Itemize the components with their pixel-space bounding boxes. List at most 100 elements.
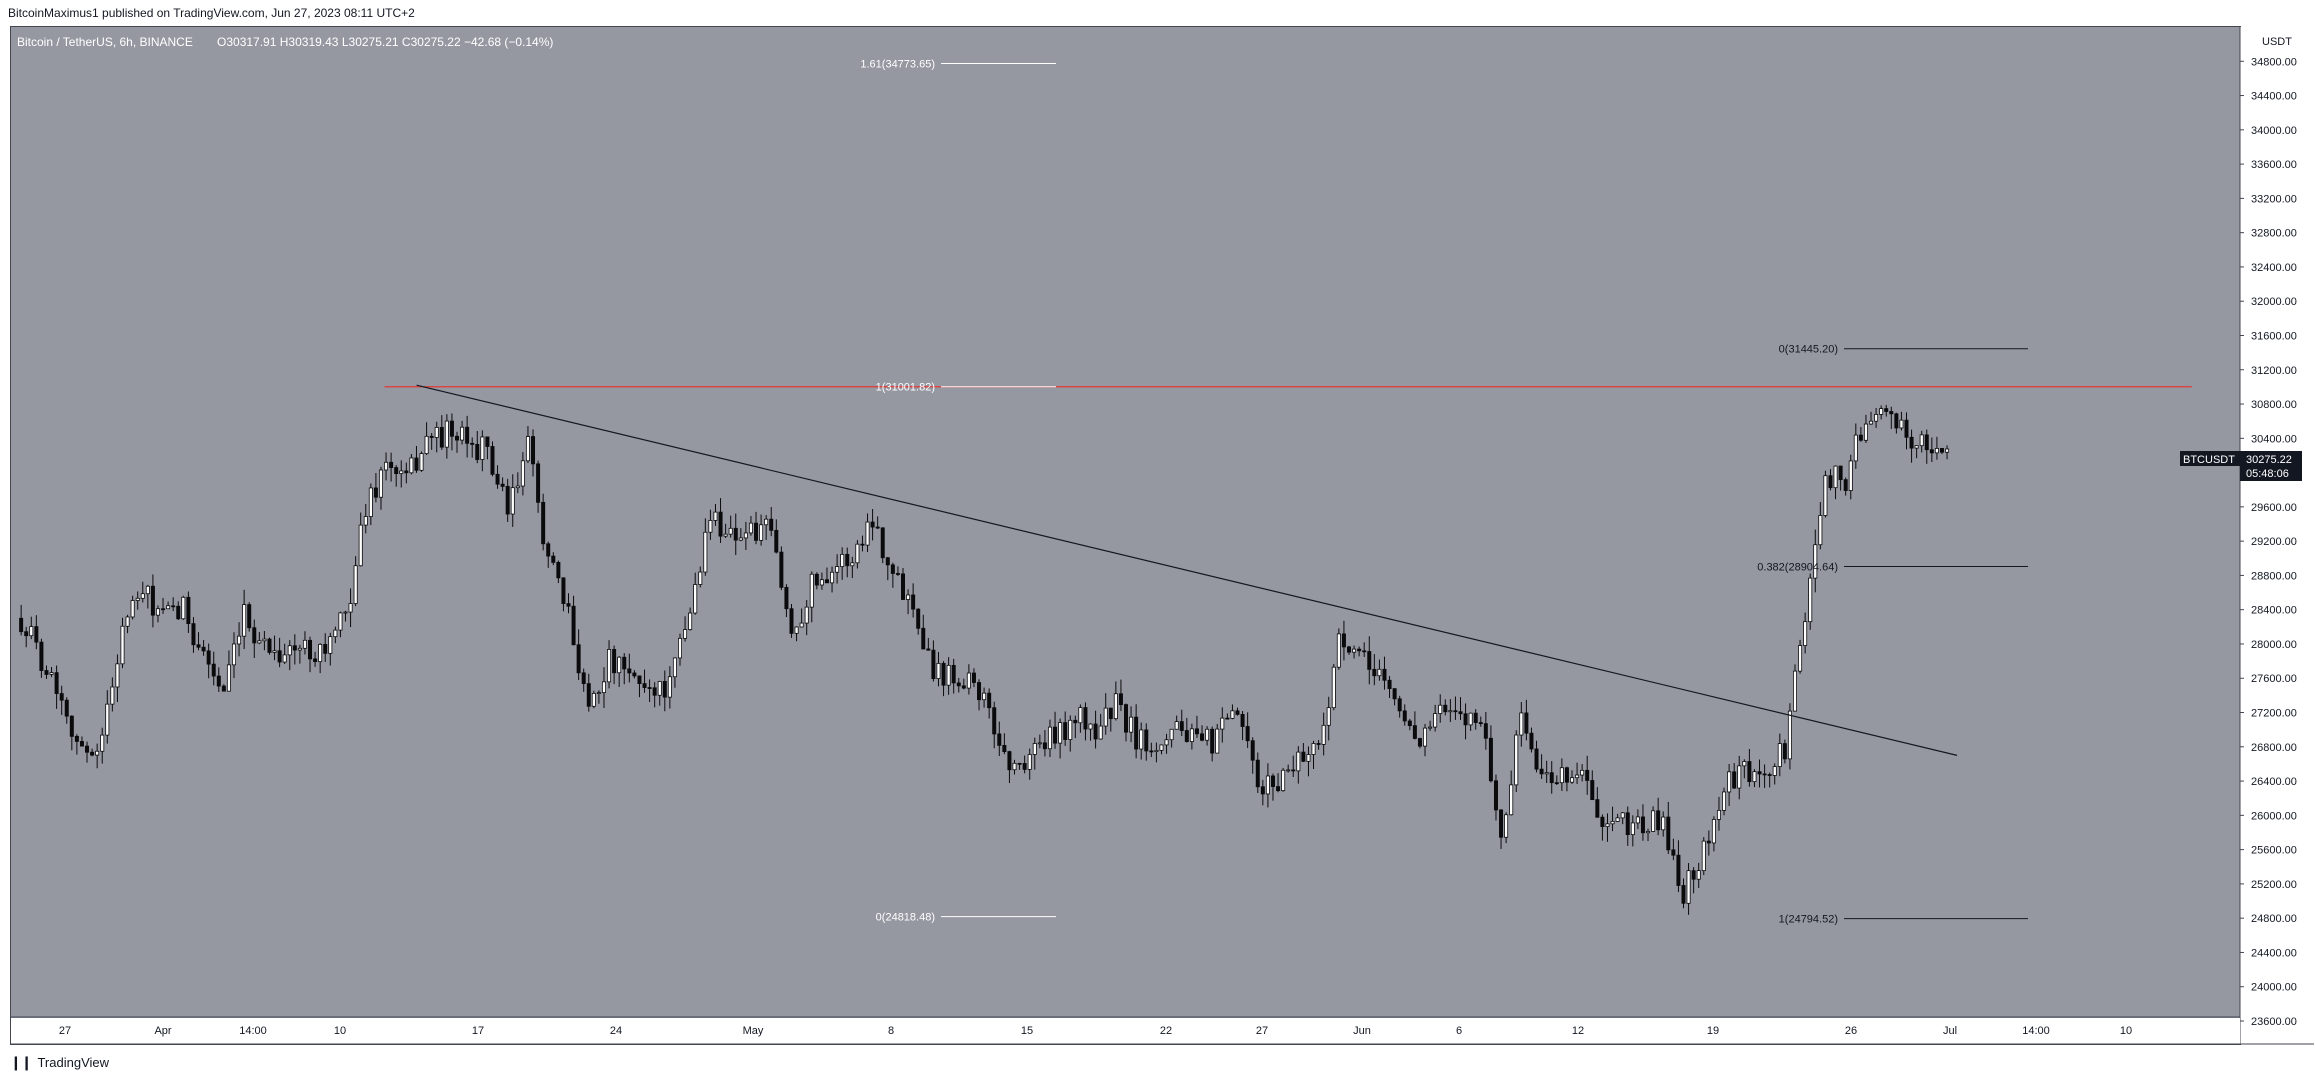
candle-body-down: [1149, 750, 1154, 753]
plot-area[interactable]: [11, 27, 2240, 1021]
candle-body-down: [1666, 816, 1671, 851]
fib-left-label: 1.61(34773.65): [860, 59, 935, 71]
candle: [1879, 405, 1884, 420]
candle-body-up: [1899, 419, 1904, 429]
price-chart[interactable]: 1.61(34773.65) 1(31001.82) 0(24818.48) 0(31…: [11, 27, 2240, 1044]
candle: [1265, 763, 1270, 808]
candle: [297, 644, 302, 664]
candle: [1575, 762, 1580, 784]
candle: [840, 547, 845, 580]
candle: [723, 523, 728, 539]
y-tick-label: 24800.00: [2251, 913, 2297, 925]
candle: [201, 640, 206, 656]
candle: [64, 697, 69, 724]
candle: [485, 436, 490, 460]
candle: [1073, 715, 1078, 739]
candle: [24, 626, 29, 648]
candle-body-down: [454, 435, 459, 441]
candle-body-down: [373, 487, 378, 498]
candle: [672, 657, 677, 688]
candle-body-down: [186, 596, 191, 625]
candle: [130, 595, 135, 620]
candle-body-down: [1488, 737, 1493, 782]
candle-body-down: [1194, 728, 1199, 735]
price-axis-panel[interactable]: [2240, 27, 2314, 1044]
candle-body-up: [657, 681, 662, 696]
candle-body-down: [1053, 726, 1058, 744]
legend-ohlc: O30317.91 H30319.43 L30275.21 C30275.22 …: [217, 35, 553, 49]
y-tick-label: 30400.00: [2251, 433, 2297, 445]
candle: [809, 571, 814, 623]
candle: [1843, 477, 1848, 496]
candle-body-down: [1483, 723, 1488, 739]
candle: [292, 634, 297, 665]
candle-body-up: [29, 626, 34, 637]
candle-body-up: [120, 625, 125, 665]
candle: [1037, 734, 1042, 749]
candle: [191, 617, 196, 653]
candle: [525, 426, 530, 464]
candle: [414, 445, 419, 473]
candle-body-up: [1377, 668, 1382, 677]
candle: [860, 535, 865, 552]
candle: [936, 651, 941, 687]
candle: [1640, 804, 1645, 841]
candle-body-down: [1250, 740, 1255, 761]
candle-body-up: [1945, 448, 1950, 453]
candle: [135, 591, 140, 610]
candle: [698, 566, 703, 588]
candle-body-down: [885, 557, 890, 566]
candle-body-down: [1412, 725, 1417, 739]
tradingview-footer[interactable]: ❙❙ TradingView: [10, 1052, 109, 1072]
candle-body-down: [1144, 729, 1149, 752]
candle: [1321, 712, 1326, 756]
candle: [409, 453, 414, 475]
candle: [586, 673, 591, 712]
fib-right-label: 0(31445.20): [1779, 344, 1838, 356]
candle-body-up: [1818, 515, 1823, 546]
candle-body-down: [536, 463, 541, 503]
candle: [90, 748, 95, 757]
candle: [1154, 742, 1159, 763]
candle-body-up: [1727, 771, 1732, 793]
candle-body-down: [931, 649, 936, 679]
candle-body-up: [804, 606, 809, 624]
candle: [1706, 830, 1711, 856]
candle: [657, 680, 662, 706]
candle: [1686, 863, 1691, 915]
candle-body-up: [855, 543, 860, 564]
chart-frame[interactable]: 1.61(34773.65) 1(31001.82) 0(24818.48) 0(31…: [10, 26, 2241, 1045]
candle-body-down: [85, 745, 90, 753]
candle-body-up: [110, 686, 115, 705]
candle-body-down: [1529, 732, 1534, 750]
candle: [221, 684, 226, 692]
candle-body-up: [1189, 728, 1194, 742]
descending-trendline[interactable]: [416, 384, 1958, 756]
candle-body-up: [1798, 645, 1803, 672]
candle: [1848, 454, 1853, 500]
y-tick-label: 27600.00: [2251, 673, 2297, 685]
candle: [368, 483, 373, 526]
candle: [789, 604, 794, 638]
candle: [465, 415, 470, 458]
candle: [95, 743, 100, 769]
candle: [1919, 430, 1924, 453]
candle: [125, 614, 130, 634]
candle-body-up: [1833, 465, 1838, 489]
candle-body-down: [475, 444, 480, 460]
candle-body-up: [1215, 728, 1220, 754]
candle: [642, 669, 647, 693]
candle: [1499, 809, 1504, 849]
candle-body-up: [1027, 754, 1032, 770]
candle-body-down: [1524, 712, 1529, 734]
candle: [1539, 754, 1544, 779]
candle: [490, 441, 495, 477]
candle: [1676, 840, 1681, 893]
candle: [688, 607, 693, 631]
candle-body-down: [196, 644, 201, 648]
candle-body-up: [1803, 621, 1808, 646]
candle: [992, 701, 997, 749]
candle-body-down: [961, 685, 966, 689]
candle-body-down: [171, 605, 176, 608]
candle-body-up: [424, 435, 429, 454]
